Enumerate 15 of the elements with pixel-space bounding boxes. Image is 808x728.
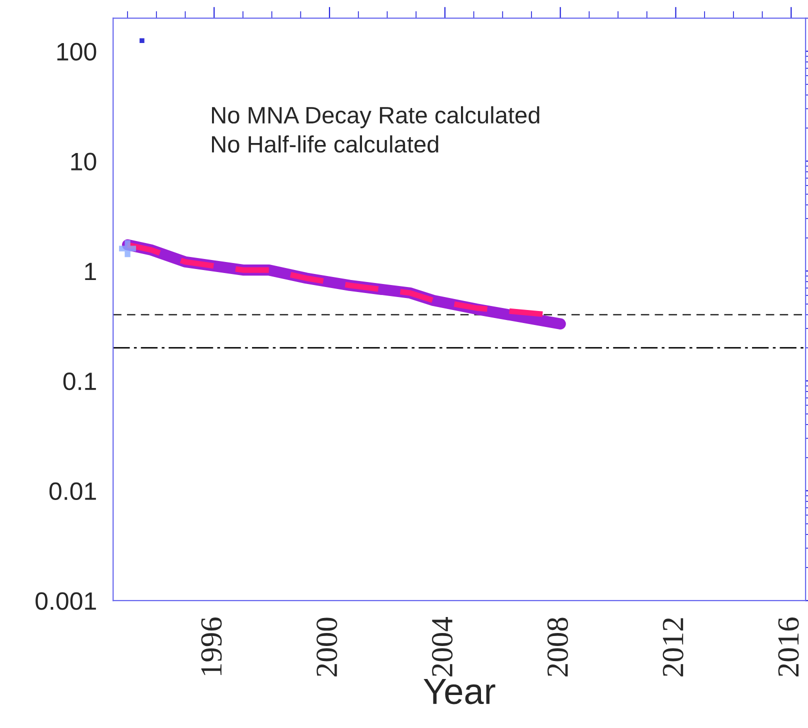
- x-tick-label: 2012: [662, 618, 684, 676]
- y-tick-label: 0.001: [36, 592, 96, 610]
- y-tick-label: 0.01: [49, 482, 96, 500]
- y-tick-label: 1: [85, 262, 96, 280]
- annotation: No MNA Decay Rate calculated: [212, 106, 540, 128]
- x-axis-title: Year: [424, 679, 496, 704]
- x-tick-label: 1996: [201, 617, 222, 675]
- x-tick-label: 2008: [547, 618, 568, 676]
- x-tick-label: 2004: [432, 617, 453, 676]
- annotation: No Half-life calculated: [212, 135, 438, 153]
- x-tick-label: 2016: [778, 617, 799, 676]
- y-tick-label: 0.1: [63, 372, 96, 390]
- y-tick-label: 10: [71, 152, 96, 170]
- x-tick-label: 2000: [316, 618, 338, 676]
- y-tick-label: 100: [57, 42, 96, 61]
